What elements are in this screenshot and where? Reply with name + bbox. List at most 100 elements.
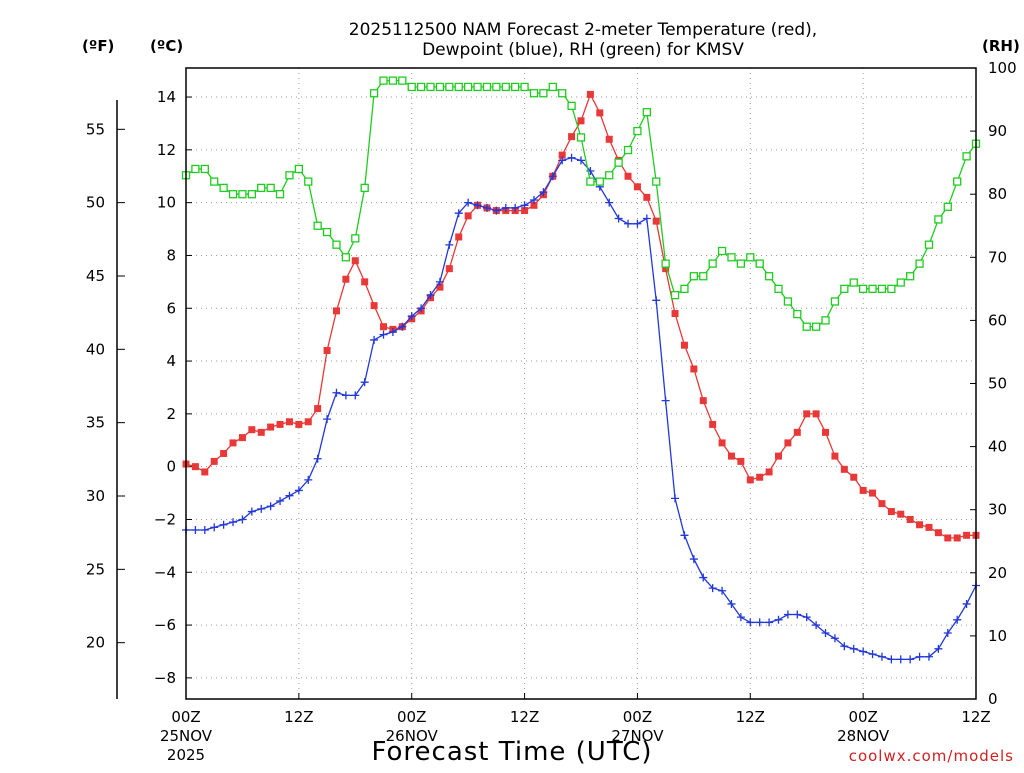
rh-point (369, 89, 379, 98)
fahrenheit-tick-label: 35 (86, 414, 105, 432)
rh-point (313, 221, 322, 230)
rh-point (219, 183, 228, 193)
rh-point (191, 164, 200, 174)
rh-point (501, 82, 510, 92)
x-tick-label: 12Z (961, 708, 990, 726)
dewpoint-point (953, 615, 962, 624)
dewpoint-point (887, 655, 896, 664)
dewpoint-point (464, 198, 473, 207)
temperature-point (624, 172, 632, 180)
rh-point (746, 253, 755, 262)
dewpoint-point (229, 518, 238, 527)
temperature-point (596, 109, 604, 117)
temperature-point (727, 452, 735, 460)
rh-point (953, 177, 962, 186)
temperature-point (445, 265, 453, 273)
dewpoint-point (398, 322, 407, 331)
dewpoint-point (501, 203, 510, 212)
rh-tick-label: 30 (988, 501, 1007, 519)
x-tick-label: 00Z (171, 708, 200, 726)
rh-point (435, 82, 445, 92)
rh-tick-label: 60 (988, 311, 1007, 329)
temperature-point (530, 201, 538, 209)
fahrenheit-tick-label: 55 (86, 120, 105, 138)
temperature-point (671, 310, 679, 318)
temperature-point (737, 457, 745, 465)
temperature-point (201, 468, 209, 476)
rh-point (473, 82, 482, 92)
rh-point (332, 240, 341, 249)
dewpoint-point (614, 214, 623, 223)
dewpoint-line (186, 157, 977, 661)
series-layer (181, 76, 981, 664)
rh-point (614, 158, 623, 167)
temperature-point (897, 510, 905, 518)
rh-point (426, 82, 435, 92)
fahrenheit-tick-label: 20 (86, 634, 105, 652)
dewpoint-point (896, 655, 905, 664)
temperature-point (963, 531, 971, 539)
temperature-point (652, 217, 660, 225)
rh-point (802, 322, 811, 331)
celsius-tick-label: 4 (166, 352, 176, 370)
temperature-point (869, 489, 877, 497)
celsius-tick-label: 2 (166, 405, 176, 423)
temperature-point (323, 346, 331, 354)
temperature-point (361, 278, 369, 286)
temperature-point (906, 515, 914, 523)
temperature-point (332, 307, 340, 315)
dewpoint-point (407, 312, 416, 321)
celsius-tick-label: −8 (154, 669, 176, 687)
rh-point (210, 177, 219, 186)
dewpoint-point (943, 628, 952, 637)
fahrenheit-tick-label: 25 (86, 560, 105, 578)
temperature-point (925, 523, 933, 531)
dewpoint-point (473, 201, 482, 210)
temperature-point (276, 420, 284, 428)
temperature-point (831, 452, 839, 460)
dewpoint-point (624, 219, 633, 228)
rh-point (623, 145, 633, 155)
fahrenheit-tick-label: 50 (86, 194, 105, 212)
x-tick-label: 00Z (623, 708, 652, 726)
dewpoint-point (417, 304, 426, 313)
rh-tick-label: 80 (988, 185, 1007, 203)
temperature-point (633, 183, 641, 191)
rh-point (858, 284, 868, 294)
dewpoint-point (633, 219, 642, 228)
dewpoint-point (924, 652, 933, 661)
rh-tick-label: 70 (988, 248, 1007, 266)
rh-point (830, 297, 840, 306)
dewpoint-point (351, 391, 360, 400)
dewpoint-point (849, 644, 858, 653)
dewpoint-point (520, 201, 529, 210)
rh-point (821, 316, 830, 325)
rh-tick-label: 40 (988, 438, 1007, 456)
rh-point (670, 291, 680, 300)
dewpoint-point (680, 531, 689, 540)
rh-point (689, 272, 699, 281)
rh-point (529, 89, 539, 98)
dewpoint-point (323, 415, 332, 424)
dewpoint-point (304, 475, 313, 484)
rh-point (238, 190, 247, 199)
rh-point (755, 259, 764, 268)
x-tick-date: 27NOV (611, 727, 664, 745)
celsius-tick-label: 10 (157, 194, 176, 212)
temperature-point (793, 428, 801, 436)
temperature-point (577, 117, 585, 125)
dewpoint-point (774, 615, 783, 624)
temperature-point (285, 418, 293, 426)
rh-point (661, 259, 670, 268)
series-dewpoint (182, 153, 980, 664)
chart-title-line2: Dewpoint (blue), RH (green) for KMSV (422, 40, 744, 60)
temperature-point (191, 463, 199, 471)
dewpoint-point (727, 599, 736, 608)
temperature-point (765, 468, 773, 476)
chart-title-line1: 2025112500 NAM Forecast 2-meter Temperat… (349, 20, 817, 40)
temperature-point (248, 426, 256, 434)
dewpoint-point (191, 526, 200, 535)
temperature-point (370, 302, 378, 310)
temperature-point (568, 133, 576, 141)
rh-point (304, 177, 313, 186)
